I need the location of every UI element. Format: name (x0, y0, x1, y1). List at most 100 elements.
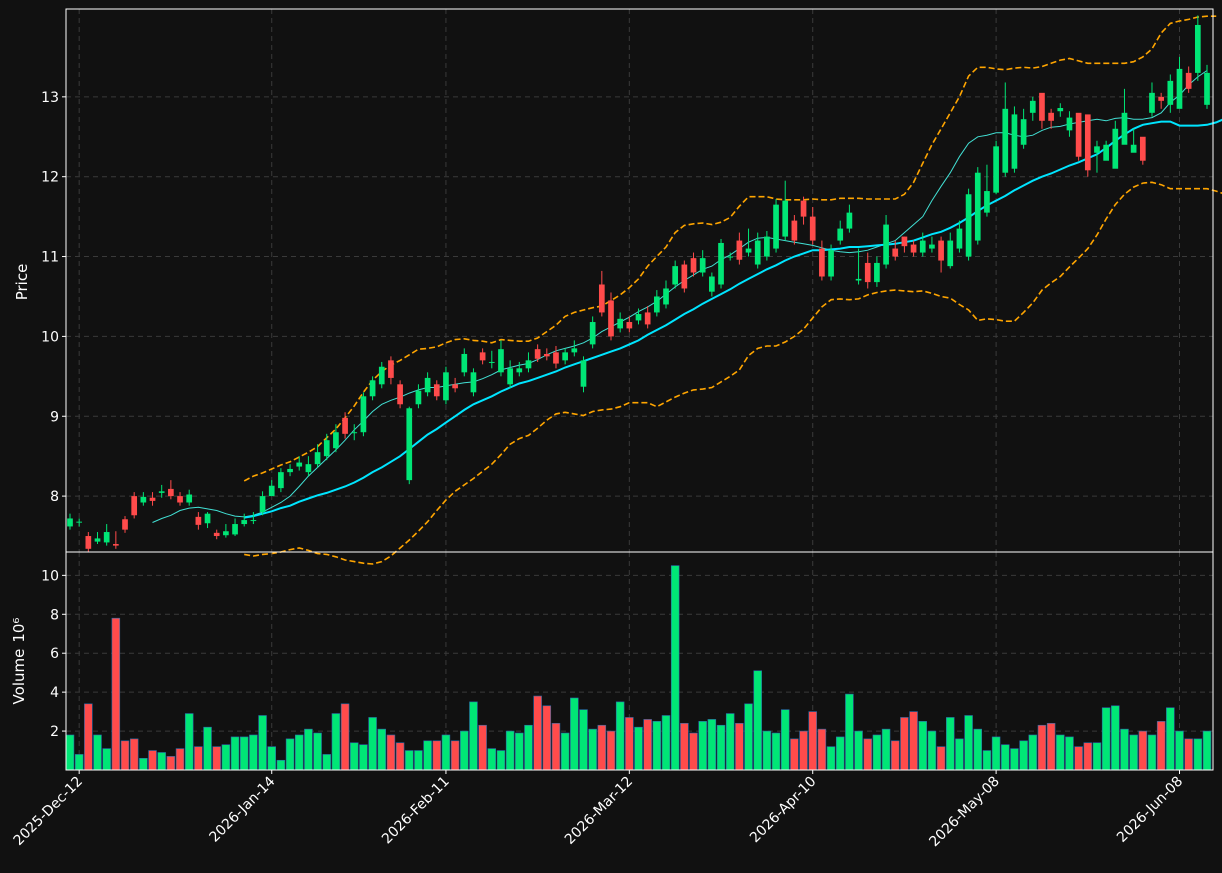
volume-bar (1175, 730, 1184, 771)
candle-body (947, 240, 954, 267)
candle-body (232, 524, 238, 535)
volume-bar (1120, 728, 1129, 771)
candle-body (94, 538, 101, 542)
volume-bar (478, 724, 487, 771)
candle-body (488, 361, 495, 363)
candle-body (351, 432, 358, 434)
candle-body (1112, 128, 1119, 169)
candle-body (874, 262, 880, 283)
candle-body (828, 250, 834, 277)
candle-body (305, 464, 312, 473)
candle-body (149, 497, 156, 501)
volume-bar (725, 713, 735, 771)
candle-body (534, 349, 541, 359)
candle-body (598, 284, 605, 313)
volume-bar (817, 728, 827, 771)
candle-body (461, 353, 468, 373)
volume-bar (313, 732, 322, 771)
candle-body (764, 236, 770, 257)
volume-bar (716, 724, 726, 771)
candle-body (745, 248, 752, 253)
volume-tick-label: 2 (50, 724, 59, 740)
volume-bar (542, 705, 552, 771)
volume-bar (175, 748, 185, 771)
volume-y-ticks: 2 4 6 8 10 (41, 568, 66, 740)
candle-body (516, 368, 523, 373)
candle-body (663, 288, 669, 305)
candle-body (718, 242, 724, 285)
volume-bar (808, 711, 817, 771)
candle-body (342, 417, 348, 434)
candle-body (571, 348, 578, 353)
candle-body (1185, 72, 1192, 89)
volume-grid (66, 552, 1213, 770)
volume-bar (918, 721, 927, 771)
candle-body (819, 248, 825, 277)
candle-body (369, 380, 376, 397)
candle-body (910, 244, 917, 253)
volume-bar (249, 734, 258, 771)
volume-bar (1019, 740, 1028, 771)
volume-bar (634, 726, 643, 771)
candle-body (287, 468, 293, 473)
volume-bar (395, 742, 405, 771)
volume-bar (111, 617, 121, 771)
candle-body (846, 212, 853, 229)
candle-body (635, 314, 642, 321)
candle-body (956, 228, 963, 249)
volume-bar (955, 738, 964, 771)
volume-bar (377, 728, 387, 771)
candle-body (782, 200, 789, 237)
candle-body (1130, 144, 1137, 153)
candle-body (1075, 112, 1082, 157)
price-tick-label: 9 (50, 409, 59, 425)
candle-body (333, 432, 339, 449)
volume-y-axis-label: Volume10⁶ (10, 618, 28, 705)
price-tick-label: 11 (41, 250, 59, 266)
volume-bar (267, 746, 276, 771)
candle-body (1048, 112, 1054, 121)
volume-bar (359, 744, 368, 771)
volume-bar (881, 728, 891, 771)
candle-body (892, 248, 899, 257)
volume-bar (680, 722, 689, 771)
volume-bar (854, 730, 863, 771)
volume-bar (698, 721, 707, 771)
volume-bar (973, 728, 983, 771)
candle-body (984, 191, 990, 213)
volume-bar (1010, 748, 1019, 771)
volume-bar (780, 709, 790, 771)
volume-bar (221, 744, 231, 771)
volume-bar (285, 738, 295, 771)
candle-body (278, 472, 284, 489)
upper-band-line (243, 15, 1217, 482)
volume-bar (625, 717, 634, 771)
volume-bar (689, 732, 698, 771)
candle-body (1103, 144, 1109, 161)
candle-body (103, 532, 110, 543)
candle-body (543, 353, 550, 357)
volume-bar (1092, 742, 1102, 771)
candle-body (974, 172, 981, 241)
candle-body (223, 531, 229, 536)
candle-body (1158, 96, 1164, 101)
volume-bar (1129, 734, 1138, 771)
volume-tick-label: 8 (50, 607, 59, 623)
volume-bar (184, 713, 194, 771)
candle-body (1084, 114, 1091, 171)
volume-bar (340, 703, 350, 771)
candle-body (1020, 119, 1027, 145)
fast-moving-average-line (152, 70, 1208, 523)
candle-body (736, 240, 743, 260)
candle-body (323, 440, 330, 457)
candle-body (259, 496, 266, 513)
candle-body (653, 296, 660, 313)
candle-body (1149, 92, 1155, 113)
candle-body (919, 240, 926, 253)
candle-body (140, 496, 147, 503)
candle-body (1139, 136, 1146, 161)
volume-bar (661, 715, 671, 771)
candle-body (85, 536, 92, 549)
volume-bar (239, 736, 249, 771)
